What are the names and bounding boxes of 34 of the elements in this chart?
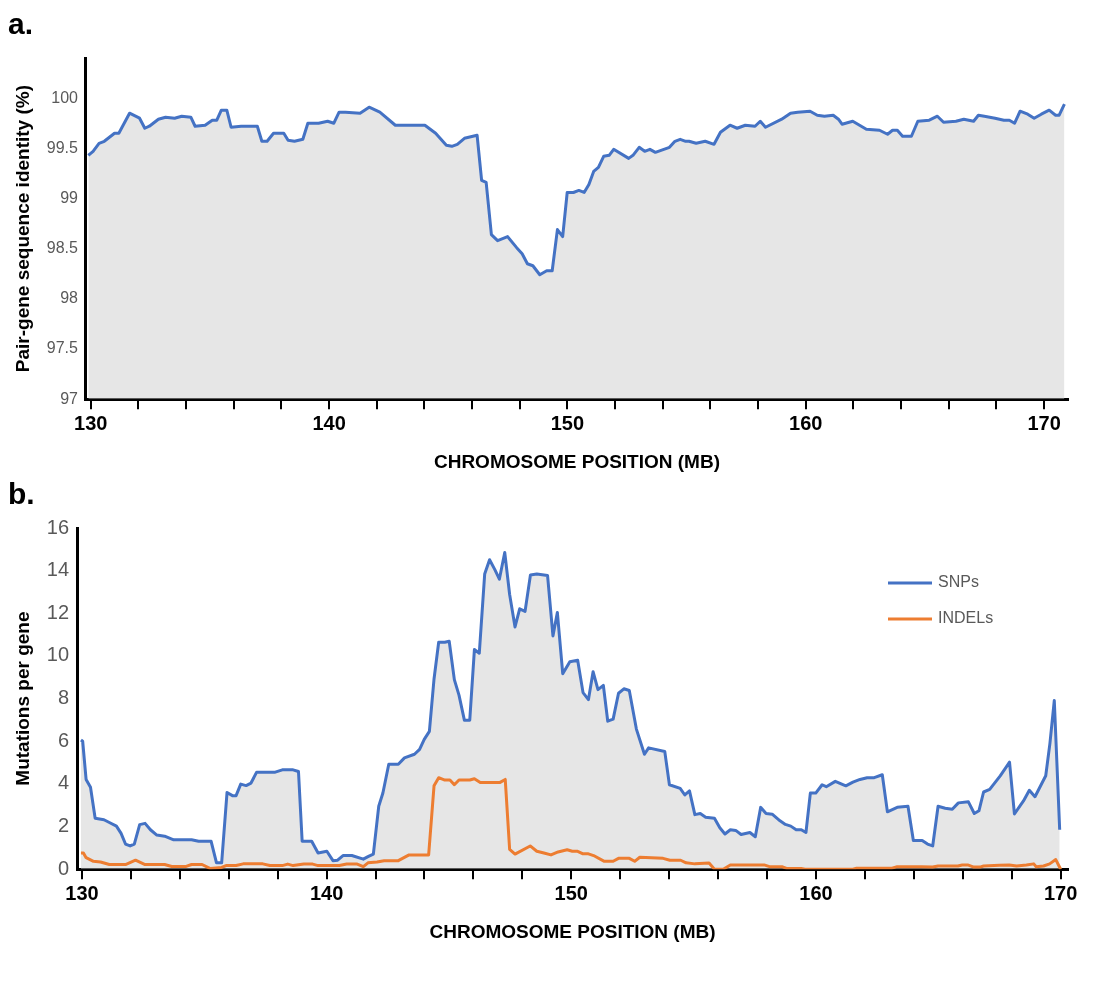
x-tick-label: 150 [554,881,588,904]
y-tick-label: 97 [60,389,79,407]
chart-title: a. [8,7,34,41]
y-tick-label: 6 [57,728,70,751]
y-axis-title: Pair-gene sequence identity (%) [11,85,33,373]
x-tick-label: 140 [309,881,344,904]
x-tick-label: 170 [1027,411,1061,434]
y-tick-label: 14 [46,558,70,581]
y-tick-label: 10 [46,643,70,666]
x-axis-title: CHROMOSOME POSITION (MB) [433,450,720,472]
y-tick-label: 100 [51,88,79,106]
chart-title: b. [8,477,35,511]
y-tick-label: 0 [57,856,70,879]
x-tick-label: 150 [550,411,585,434]
x-axis-title: CHROMOSOME POSITION (MB) [429,920,716,942]
legend-label: SNPs [938,573,979,591]
y-tick-label: 98 [60,289,79,307]
y-tick-label: 98.5 [46,239,79,257]
y-tick-label: 2 [57,814,70,837]
x-tick-label: 170 [1043,881,1078,904]
legend-label: INDELs [938,609,994,627]
y-tick-label: 97.5 [46,339,79,357]
y-axis-title: Mutations per gene [11,611,33,786]
x-tick-label: 140 [312,411,346,434]
y-tick-label: 12 [46,600,70,623]
x-tick-label: 160 [789,411,823,434]
y-tick-label: 8 [57,686,70,709]
y-tick-label: 16 [46,515,70,538]
x-tick-label: 130 [74,411,108,434]
y-tick-label: 4 [57,771,70,794]
y-tick-label: 99 [60,188,79,206]
y-tick-label: 99.5 [46,138,79,156]
x-tick-label: 160 [799,881,833,904]
x-tick-label: 130 [65,881,99,904]
